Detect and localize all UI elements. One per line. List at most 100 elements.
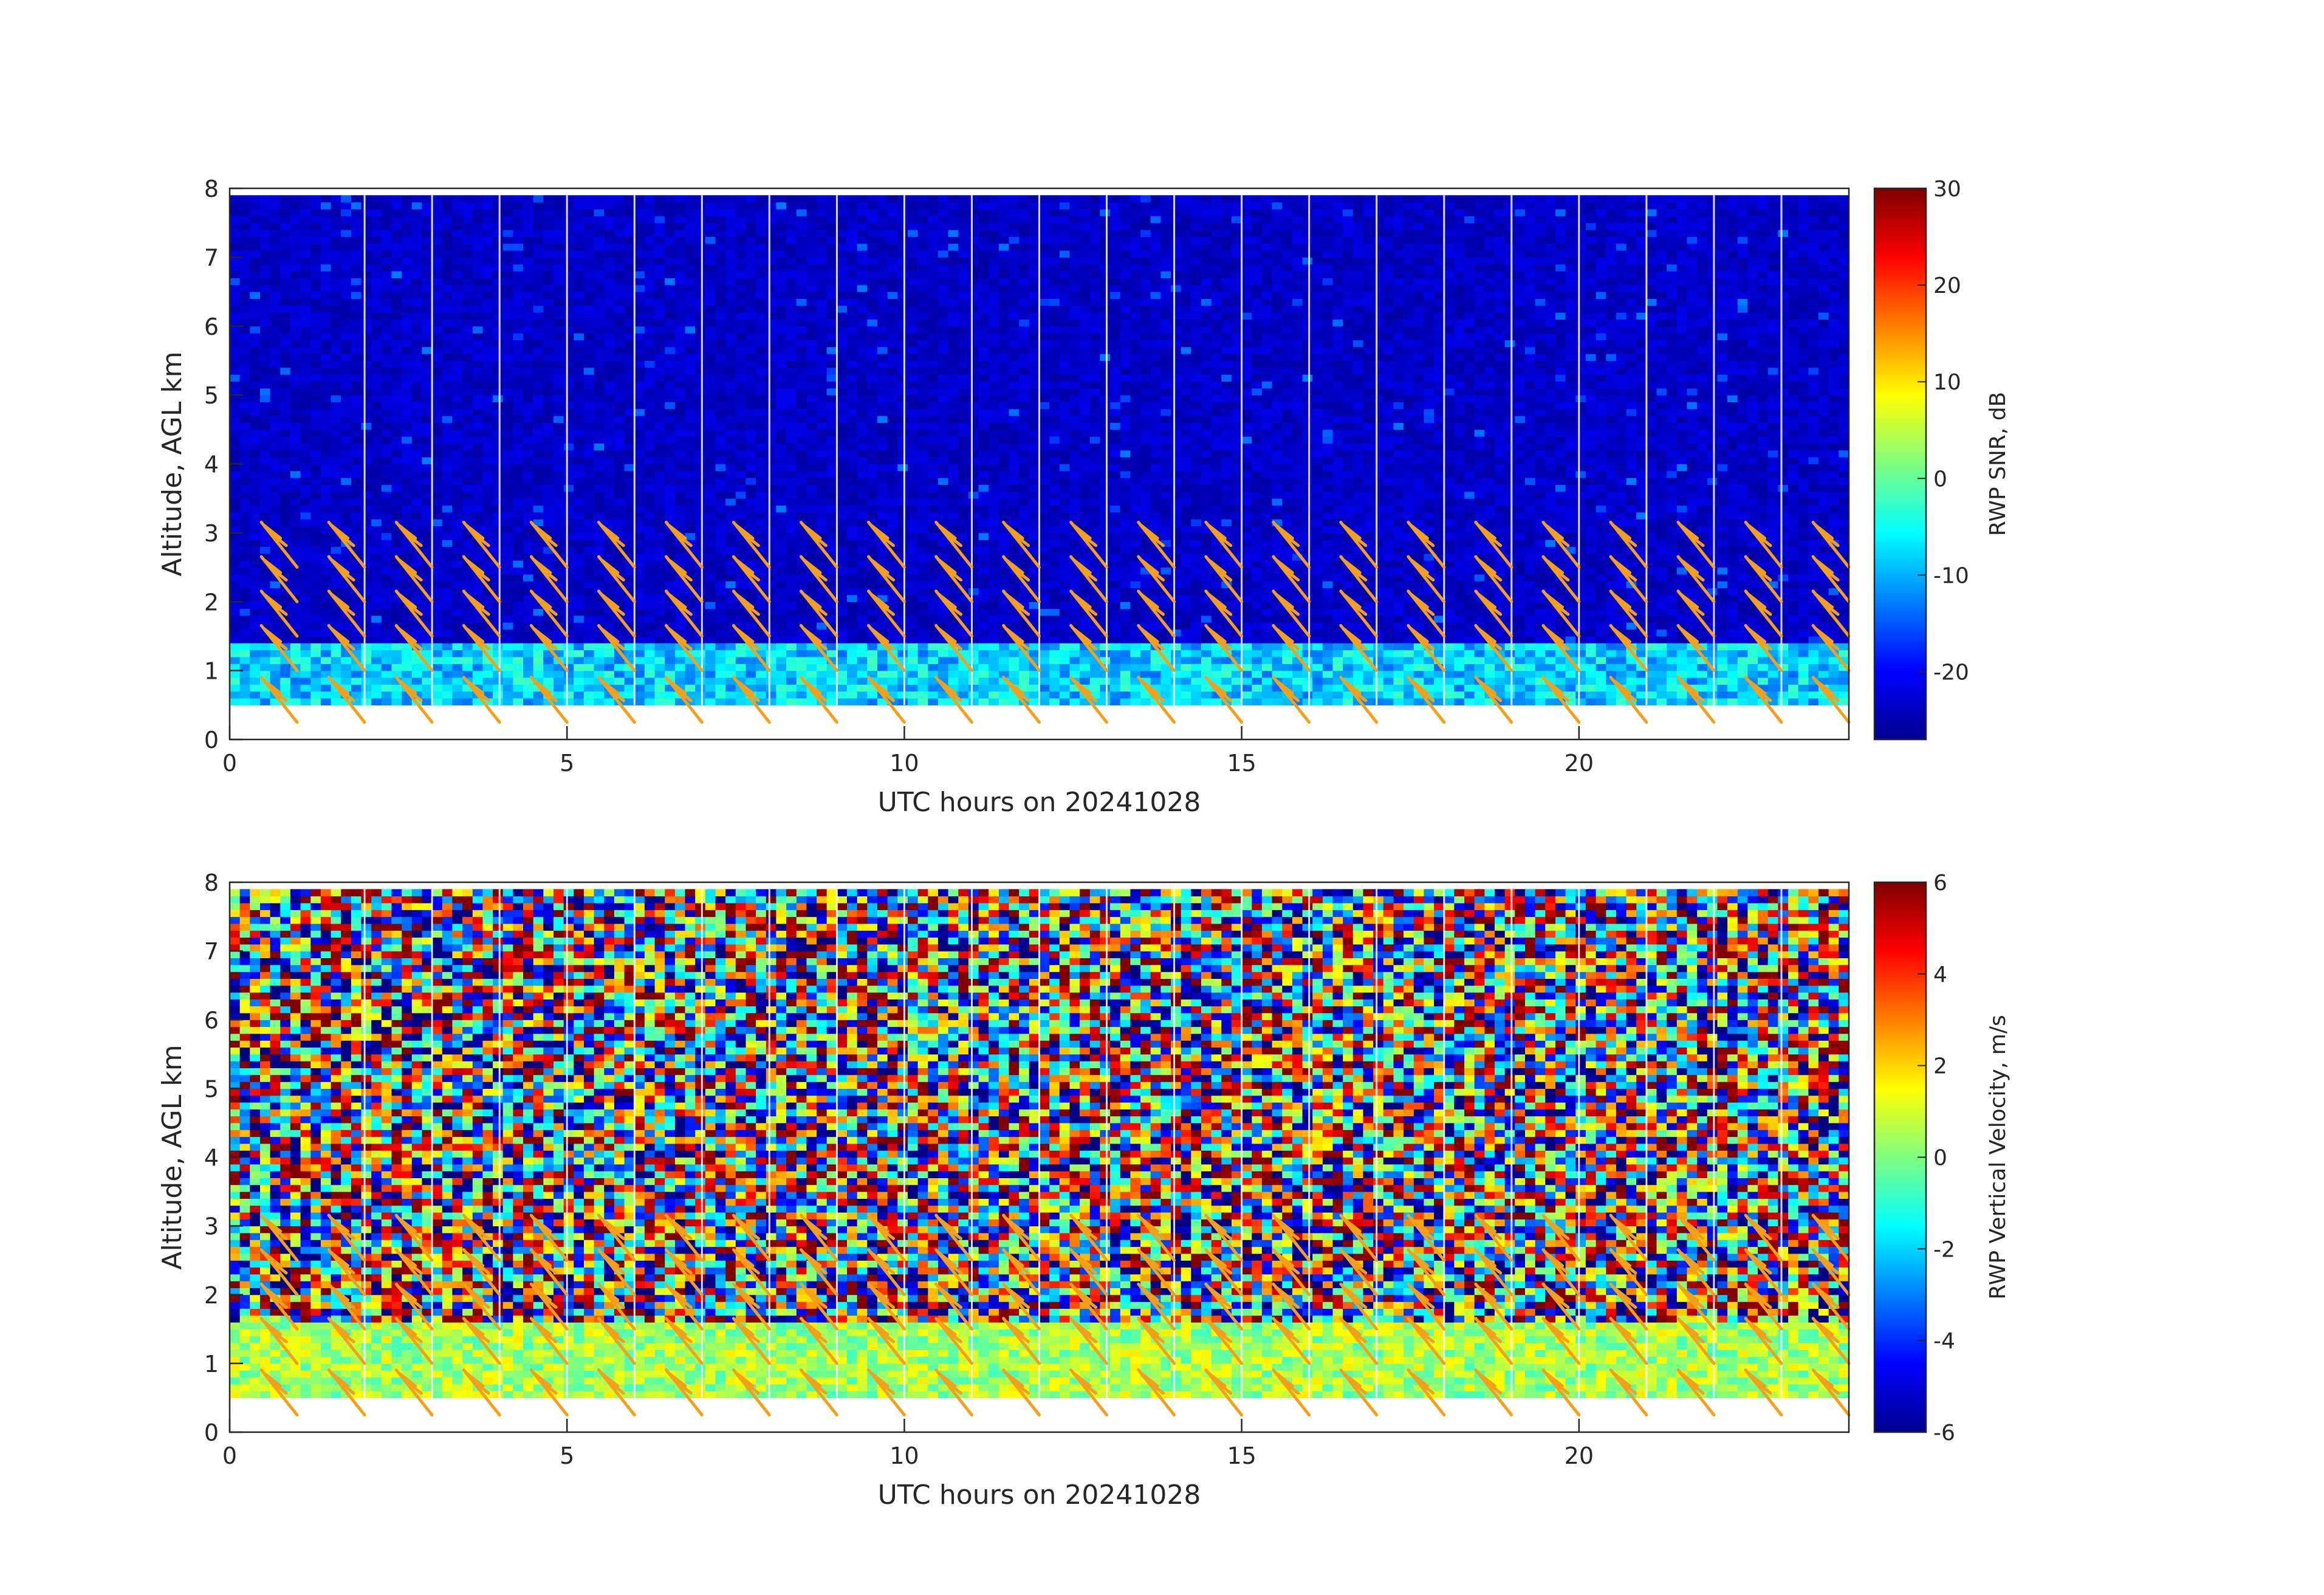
heatmap-cell (462, 540, 473, 547)
heatmap-cell (736, 416, 746, 423)
heatmap-cell (371, 312, 382, 320)
heatmap-cell (594, 216, 605, 223)
heatmap-cell (634, 471, 645, 478)
heatmap-cell (736, 388, 746, 396)
heatmap-cell (442, 664, 453, 671)
heatmap-cell (422, 457, 433, 464)
heatmap-cell (412, 326, 422, 334)
heatmap-cell (574, 554, 584, 561)
heatmap-cell (362, 533, 372, 540)
heatmap-cell (705, 368, 716, 375)
heatmap-cell (857, 409, 868, 416)
heatmap-cell (513, 629, 523, 637)
heatmap-cell (523, 360, 533, 368)
heatmap-cell (776, 216, 786, 223)
heatmap-cell (250, 457, 260, 464)
heatmap-cell (280, 423, 290, 430)
heatmap-cell (857, 533, 868, 540)
heatmap-cell (877, 340, 888, 347)
heatmap-cell (523, 526, 533, 533)
heatmap-cell (412, 374, 422, 382)
heatmap-cell (877, 492, 888, 499)
heatmap-cell (301, 492, 311, 499)
heatmap-cell (564, 464, 574, 472)
heatmap-cell (888, 209, 898, 216)
heatmap-cell (230, 285, 240, 292)
heatmap-cell (625, 485, 635, 492)
heatmap-cell (310, 684, 321, 691)
heatmap-cell (675, 436, 685, 444)
heatmap-cell (462, 457, 473, 464)
heatmap-cell (230, 588, 240, 595)
heatmap-cell (888, 684, 898, 691)
heatmap-cell (513, 485, 523, 492)
heatmap-cell (857, 368, 868, 375)
heatmap-cell (877, 416, 888, 423)
heatmap-cell (290, 498, 301, 506)
heatmap-cell (897, 292, 908, 299)
heatmap-cell (756, 374, 766, 382)
heatmap-cell (482, 195, 493, 202)
heatmap-cell (442, 622, 453, 629)
heatmap-cell (482, 244, 493, 251)
heatmap-cell (888, 382, 898, 389)
heatmap-cell (766, 533, 776, 540)
heatmap-cell (493, 195, 503, 202)
heatmap-cell (533, 574, 544, 581)
heatmap-cell (574, 677, 584, 685)
heatmap-cell (877, 519, 888, 526)
heatmap-cell (280, 298, 290, 306)
heatmap-cell (382, 650, 392, 657)
heatmap-cell (392, 430, 402, 437)
heatmap-cell (473, 402, 483, 410)
heatmap-cell (240, 485, 250, 492)
heatmap-cell (746, 588, 756, 595)
heatmap-cell (473, 492, 483, 499)
heatmap-cell (857, 568, 868, 575)
heatmap-cell (513, 574, 523, 581)
heatmap-cell (786, 285, 797, 292)
heatmap-cell (817, 285, 827, 292)
heatmap-cell (331, 698, 341, 705)
heatmap-cell (462, 271, 473, 278)
heatmap-cell (533, 698, 544, 705)
heatmap-cell (776, 333, 786, 340)
heatmap-cell (362, 319, 372, 326)
heatmap-cell (362, 382, 372, 389)
heatmap-cell (402, 616, 412, 623)
heatmap-cell (392, 257, 402, 264)
heatmap-cell (310, 347, 321, 354)
heatmap-cell (574, 629, 584, 637)
heatmap-cell (493, 423, 503, 430)
heatmap-cell (310, 382, 321, 389)
heatmap-cell (462, 250, 473, 258)
heatmap-cell (351, 312, 362, 320)
heatmap-cell (897, 257, 908, 264)
heatmap-cell (392, 616, 402, 623)
heatmap-cell (442, 485, 453, 492)
heatmap-cell (716, 216, 726, 223)
heatmap-cell (736, 347, 746, 354)
heatmap-cell (645, 636, 655, 643)
heatmap-cell (827, 360, 837, 368)
heatmap-cell (766, 485, 776, 492)
heatmap-cell (321, 202, 331, 210)
heatmap-cell (614, 416, 625, 423)
heatmap-cell (240, 250, 250, 258)
heatmap-cell (230, 512, 240, 520)
heatmap-cell (897, 581, 908, 588)
heatmap-cell (341, 326, 351, 334)
heatmap-cell (412, 354, 422, 361)
heatmap-cell (564, 216, 574, 223)
heatmap-cell (513, 202, 523, 210)
heatmap-cell (503, 402, 513, 410)
heatmap-cell (675, 588, 685, 595)
heatmap-cell (493, 636, 503, 643)
heatmap-cell (806, 698, 817, 705)
heatmap-cell (817, 506, 827, 513)
heatmap-cell (877, 512, 888, 520)
heatmap-cell (371, 664, 382, 671)
heatmap-cell (523, 216, 533, 223)
heatmap-cell (857, 547, 868, 554)
heatmap-cell (877, 622, 888, 629)
